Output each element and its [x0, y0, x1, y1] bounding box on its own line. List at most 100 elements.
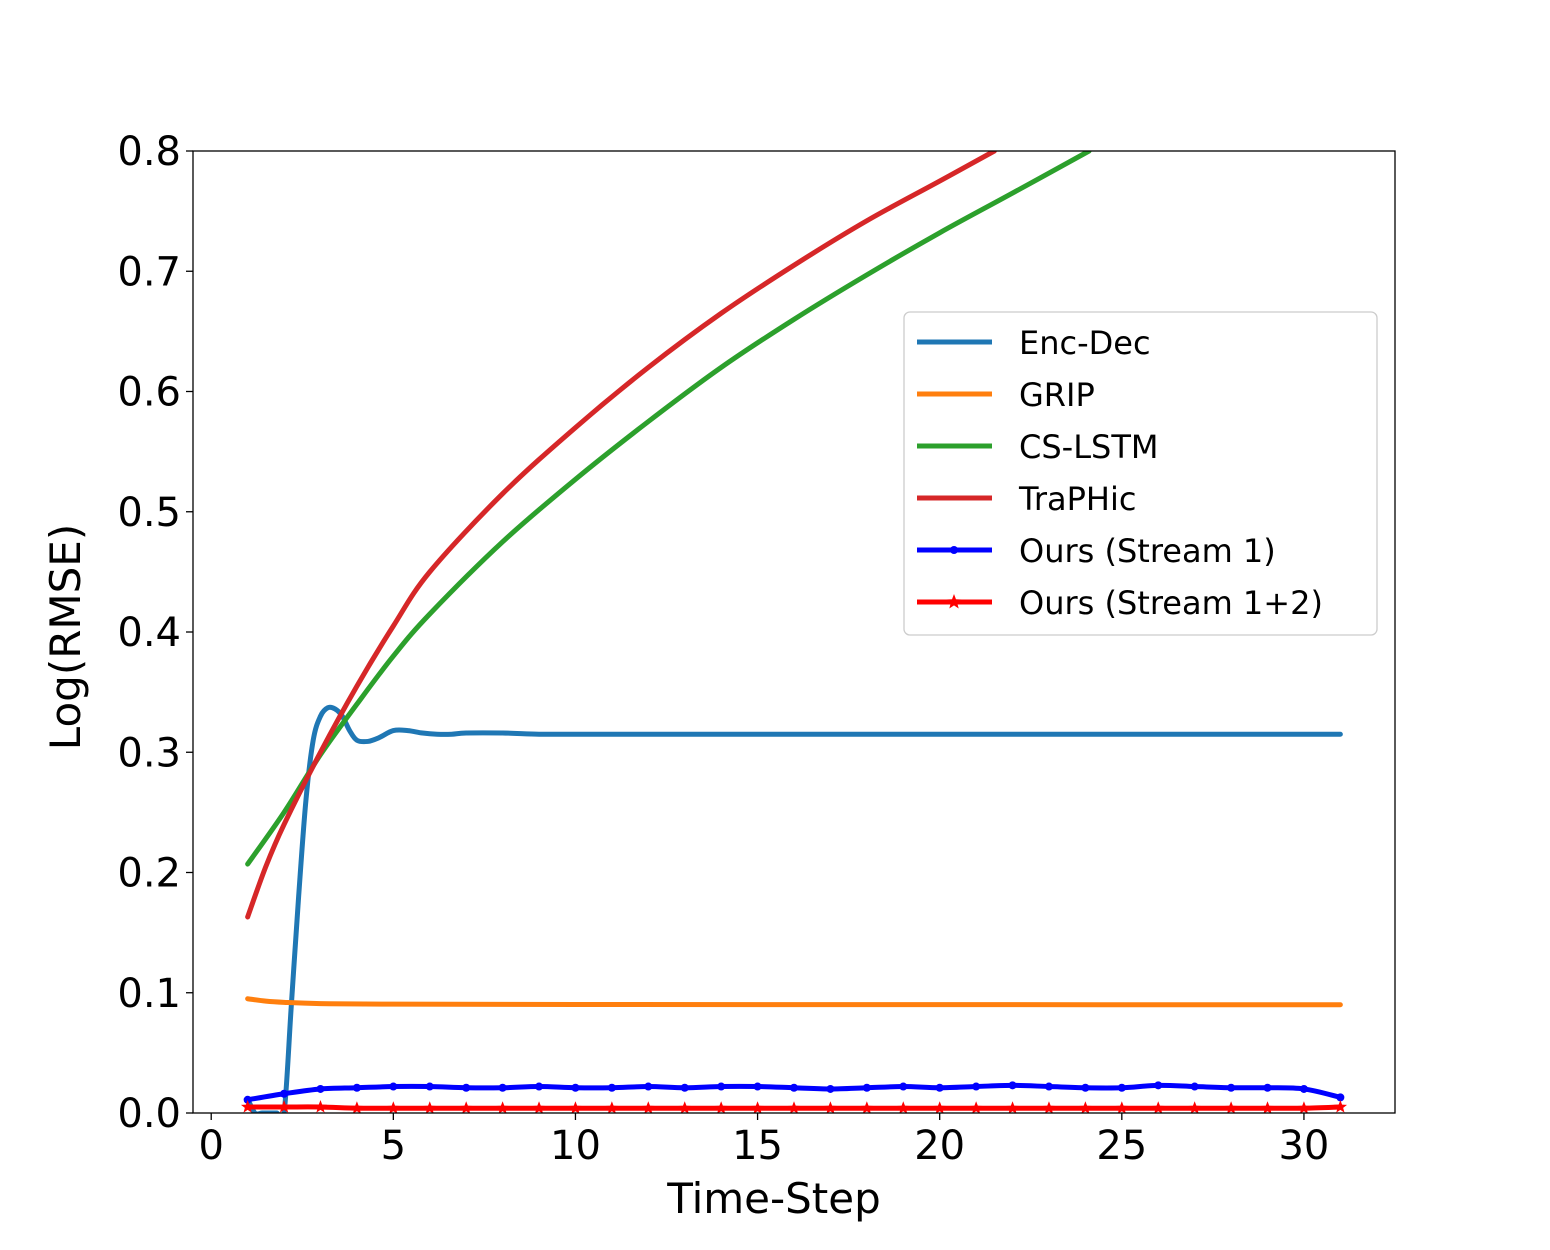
- x-tick-label: 30: [1278, 1123, 1329, 1169]
- data-point: [280, 1089, 289, 1098]
- data-point: [899, 1082, 908, 1091]
- data-point: [1336, 1093, 1345, 1102]
- series-line: [245, 704, 1343, 1113]
- legend-label: GRIP: [1019, 376, 1095, 414]
- data-point: [1227, 1083, 1236, 1092]
- data-point: [1299, 1084, 1308, 1093]
- data-point: [425, 1082, 434, 1091]
- data-point: [495, 1101, 510, 1113]
- y-tick-label: 0.7: [117, 249, 181, 295]
- data-point: [1008, 1081, 1017, 1090]
- data-point: [535, 1082, 544, 1091]
- x-tick-label: 5: [381, 1123, 406, 1169]
- data-point: [969, 1101, 983, 1113]
- series-line: [245, 996, 1343, 1008]
- series-ours-stream-1-2: [240, 1099, 1348, 1113]
- legend-label: Enc-Dec: [1019, 324, 1151, 362]
- data-point: [972, 1082, 981, 1091]
- data-point: [935, 1083, 944, 1092]
- legend: Enc-Dec GRIP CS-LSTM TraPHic Ours (Stream 1)…: [903, 311, 1378, 636]
- y-tick-label: 0.4: [117, 610, 181, 656]
- data-point: [1297, 1101, 1311, 1113]
- data-point: [717, 1082, 726, 1091]
- data-point: [389, 1082, 398, 1091]
- legend-item-ours-stream-1-2: Ours (Stream 1+2): [917, 584, 1323, 622]
- y-tick-label: 0.1: [117, 971, 181, 1017]
- data-point: [1081, 1083, 1090, 1092]
- legend-label: Ours (Stream 1+2): [1019, 584, 1323, 622]
- data-point: [790, 1083, 798, 1092]
- data-point: [498, 1083, 507, 1092]
- x-axis: 0 5 10 15 20 25 30: [198, 1113, 1329, 1169]
- data-point: [714, 1101, 728, 1113]
- x-tick-label: 20: [914, 1123, 965, 1169]
- y-axis: 0.0 0.1 0.2 0.3 0.4 0.5 0.6 0.7 0.8: [117, 129, 193, 1137]
- data-point: [826, 1084, 835, 1093]
- series-cs-lstm: [245, 151, 1092, 867]
- y-tick-label: 0.5: [117, 490, 181, 536]
- data-point: [750, 1101, 765, 1113]
- x-axis-title: Time-Step: [666, 1174, 881, 1223]
- x-tick-label: 10: [550, 1123, 601, 1169]
- data-point: [571, 1083, 580, 1092]
- data-point: [787, 1101, 801, 1113]
- data-point: [933, 1101, 947, 1113]
- series-ours-stream-1: [243, 1081, 1345, 1104]
- data-point: [1154, 1081, 1163, 1090]
- data-point: [641, 1101, 655, 1113]
- data-point: [1263, 1083, 1272, 1092]
- data-point: [316, 1084, 325, 1093]
- data-point: [352, 1083, 361, 1092]
- y-tick-label: 0.3: [117, 730, 181, 776]
- legend-label: Ours (Stream 1): [1019, 532, 1276, 570]
- data-point: [1151, 1101, 1165, 1113]
- data-point: [386, 1101, 400, 1113]
- data-point: [605, 1101, 619, 1113]
- data-point: [860, 1101, 874, 1113]
- data-point: [459, 1101, 473, 1113]
- series-grip: [245, 996, 1343, 1008]
- data-point: [1224, 1101, 1238, 1113]
- y-tick-label: 0.2: [117, 851, 181, 897]
- y-axis-title: Log(RMSE): [41, 524, 90, 750]
- data-point: [1333, 1099, 1348, 1113]
- data-point: [277, 1099, 291, 1113]
- data-point: [313, 1099, 328, 1113]
- data-point: [240, 1099, 255, 1113]
- data-point: [462, 1083, 471, 1092]
- data-point: [1005, 1101, 1020, 1113]
- y-tick-label: 0.8: [117, 129, 181, 175]
- series-traphic: [245, 151, 997, 920]
- legend-label: CS-LSTM: [1019, 428, 1159, 466]
- data-point: [532, 1101, 546, 1113]
- series-line: [245, 151, 1092, 867]
- data-point: [568, 1101, 583, 1113]
- series-enc-dec: [245, 704, 1343, 1113]
- data-point: [1188, 1101, 1202, 1113]
- legend-frame: [903, 311, 1378, 636]
- data-point: [680, 1083, 689, 1092]
- legend-item-enc-dec: Enc-Dec: [917, 324, 1151, 362]
- x-tick-label: 0: [198, 1123, 223, 1169]
- data-point: [1260, 1101, 1275, 1113]
- legend-item-cs-lstm: CS-LSTM: [917, 428, 1159, 466]
- data-point: [243, 1095, 252, 1104]
- x-tick-label: 15: [732, 1123, 783, 1169]
- data-point: [1190, 1082, 1199, 1091]
- series-layer: [240, 151, 1348, 1113]
- legend-item-grip: GRIP: [917, 376, 1095, 414]
- legend-item-ours-stream-1: Ours (Stream 1): [917, 532, 1276, 570]
- data-point: [423, 1101, 437, 1113]
- data-point: [896, 1101, 910, 1113]
- legend-label: TraPHic: [1018, 480, 1136, 518]
- series-line: [245, 151, 997, 920]
- x-tick-label: 25: [1096, 1123, 1147, 1169]
- data-point: [1115, 1101, 1129, 1113]
- data-point: [644, 1082, 653, 1091]
- y-tick-label: 0.6: [117, 370, 181, 416]
- legend-item-traphic: TraPHic: [917, 480, 1136, 518]
- data-point: [1078, 1101, 1093, 1113]
- data-point: [823, 1101, 838, 1113]
- legend-marker: [946, 594, 962, 609]
